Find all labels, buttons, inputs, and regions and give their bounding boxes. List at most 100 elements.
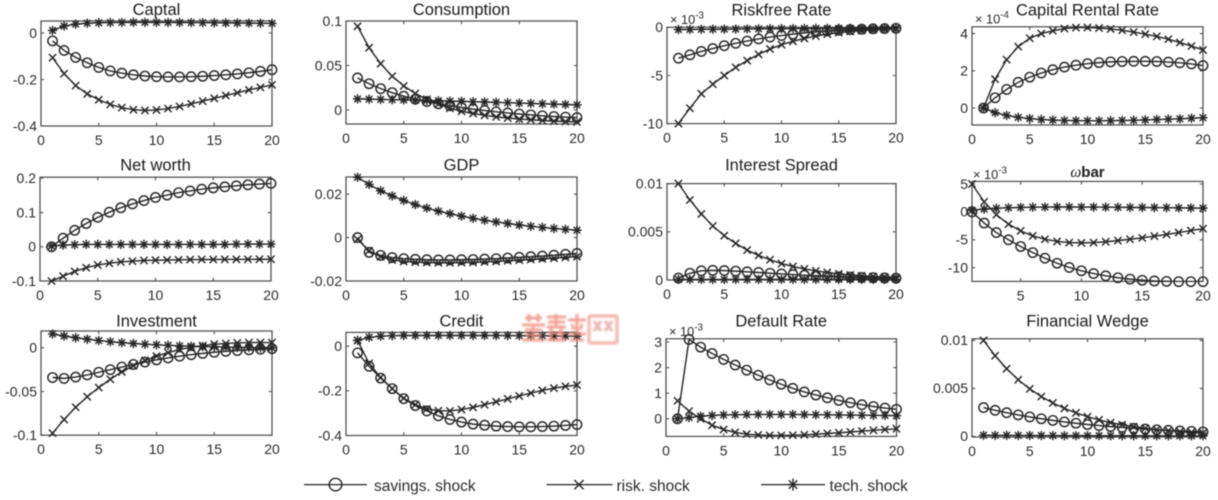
svg-text:0: 0 xyxy=(36,287,44,303)
svg-text:3: 3 xyxy=(654,334,662,350)
svg-text:0: 0 xyxy=(342,287,350,303)
svg-text:15: 15 xyxy=(831,286,847,302)
svg-text:0.2: 0.2 xyxy=(17,170,37,186)
svg-text:0: 0 xyxy=(655,272,663,288)
svg-text:-10: -10 xyxy=(643,115,663,131)
svg-text:5: 5 xyxy=(400,287,408,303)
svg-text:Financial Wedge: Financial Wedge xyxy=(1026,312,1149,330)
svg-text:10: 10 xyxy=(774,130,790,146)
svg-text:0: 0 xyxy=(960,100,968,116)
svg-text:Capital Rental Rate: Capital Rental Rate xyxy=(1016,2,1159,20)
svg-text:Credit: Credit xyxy=(439,312,483,330)
svg-text:15: 15 xyxy=(831,130,847,146)
svg-text:0: 0 xyxy=(662,442,670,458)
svg-text:5: 5 xyxy=(95,441,103,457)
svg-text:10: 10 xyxy=(1074,287,1090,303)
svg-text:15: 15 xyxy=(511,442,527,458)
svg-text:20: 20 xyxy=(889,442,905,458)
svg-text:Consumption: Consumption xyxy=(413,1,510,19)
svg-text:20: 20 xyxy=(1195,287,1211,303)
svg-text:0: 0 xyxy=(654,411,662,427)
svg-text:5: 5 xyxy=(400,442,408,458)
svg-text:-0.2: -0.2 xyxy=(318,383,342,399)
svg-text:20: 20 xyxy=(569,442,585,458)
svg-text:5: 5 xyxy=(94,287,102,303)
svg-text:Default Rate: Default Rate xyxy=(735,312,827,330)
svg-text:4: 4 xyxy=(960,25,968,41)
svg-text:0.02: 0.02 xyxy=(315,186,342,202)
svg-text:0.005: 0.005 xyxy=(628,224,663,240)
svg-text:Riskfree Rate: Riskfree Rate xyxy=(732,2,832,20)
svg-text:-0.02: -0.02 xyxy=(310,273,342,289)
svg-text:15: 15 xyxy=(205,287,221,303)
svg-text:-5: -5 xyxy=(956,232,969,248)
svg-text:0: 0 xyxy=(29,25,37,41)
svg-text:10: 10 xyxy=(773,442,789,458)
svg-text:20: 20 xyxy=(888,286,904,302)
svg-text:5: 5 xyxy=(1017,287,1025,303)
svg-text:10: 10 xyxy=(774,286,790,302)
svg-text:ωbar: ωbar xyxy=(1070,164,1104,181)
svg-text:-0.2: -0.2 xyxy=(13,71,37,87)
svg-text:0: 0 xyxy=(663,286,671,302)
svg-text:0.1: 0.1 xyxy=(323,13,343,29)
svg-text:risk. shock: risk. shock xyxy=(617,478,690,495)
svg-text:Captal: Captal xyxy=(133,1,181,19)
svg-text:-0.1: -0.1 xyxy=(12,273,36,289)
svg-text:0: 0 xyxy=(663,130,671,146)
svg-text:0: 0 xyxy=(960,204,968,220)
svg-text:0: 0 xyxy=(655,19,663,35)
svg-text:5: 5 xyxy=(720,442,728,458)
svg-text:0: 0 xyxy=(334,338,342,354)
svg-text:savings. shock: savings. shock xyxy=(374,478,476,495)
svg-text:0.005: 0.005 xyxy=(933,380,968,396)
svg-text:-10: -10 xyxy=(948,260,968,276)
svg-text:0: 0 xyxy=(29,340,37,356)
svg-text:5: 5 xyxy=(95,132,103,148)
svg-text:20: 20 xyxy=(569,287,585,303)
svg-text:20: 20 xyxy=(569,130,585,146)
svg-text:10: 10 xyxy=(454,287,470,303)
svg-text:15: 15 xyxy=(206,441,222,457)
svg-text:5: 5 xyxy=(960,176,968,192)
svg-text:0: 0 xyxy=(334,102,342,118)
svg-text:0: 0 xyxy=(334,229,342,245)
svg-text:15: 15 xyxy=(511,287,527,303)
svg-text:5: 5 xyxy=(720,130,728,146)
svg-text:20: 20 xyxy=(888,130,904,146)
svg-text:10: 10 xyxy=(1080,443,1096,459)
svg-text:-0.4: -0.4 xyxy=(318,427,342,443)
svg-text:0: 0 xyxy=(968,131,976,147)
svg-text:5: 5 xyxy=(400,130,408,146)
svg-text:tech. shock: tech. shock xyxy=(830,478,909,495)
svg-text:1: 1 xyxy=(654,385,662,401)
svg-text:20: 20 xyxy=(1195,443,1211,459)
svg-text:2: 2 xyxy=(960,63,968,79)
svg-text:15: 15 xyxy=(831,442,847,458)
svg-text:Net worth: Net worth xyxy=(120,157,191,175)
svg-text:15: 15 xyxy=(206,132,222,148)
svg-text:0.1: 0.1 xyxy=(17,204,37,220)
svg-text:-0.05: -0.05 xyxy=(5,383,37,399)
svg-text:0: 0 xyxy=(960,428,968,444)
svg-text:10: 10 xyxy=(1080,131,1096,147)
svg-text:20: 20 xyxy=(264,132,280,148)
svg-text:0.05: 0.05 xyxy=(315,57,342,73)
svg-text:5: 5 xyxy=(1026,131,1034,147)
svg-text:Interest Spread: Interest Spread xyxy=(725,157,838,175)
svg-text:-0.1: -0.1 xyxy=(13,427,37,443)
svg-text:15: 15 xyxy=(1137,131,1153,147)
svg-text:10: 10 xyxy=(149,441,165,457)
svg-text:10: 10 xyxy=(454,442,470,458)
svg-text:10: 10 xyxy=(454,130,470,146)
svg-text:0.01: 0.01 xyxy=(941,332,968,348)
svg-text:10: 10 xyxy=(149,132,165,148)
svg-text:Investment: Investment xyxy=(116,312,197,330)
svg-text:2: 2 xyxy=(654,359,662,375)
svg-text:20: 20 xyxy=(263,287,279,303)
svg-text:-0.4: -0.4 xyxy=(13,118,37,134)
svg-text:15: 15 xyxy=(511,130,527,146)
svg-text:0: 0 xyxy=(37,441,45,457)
svg-text:20: 20 xyxy=(264,441,280,457)
svg-text:15: 15 xyxy=(1134,287,1150,303)
